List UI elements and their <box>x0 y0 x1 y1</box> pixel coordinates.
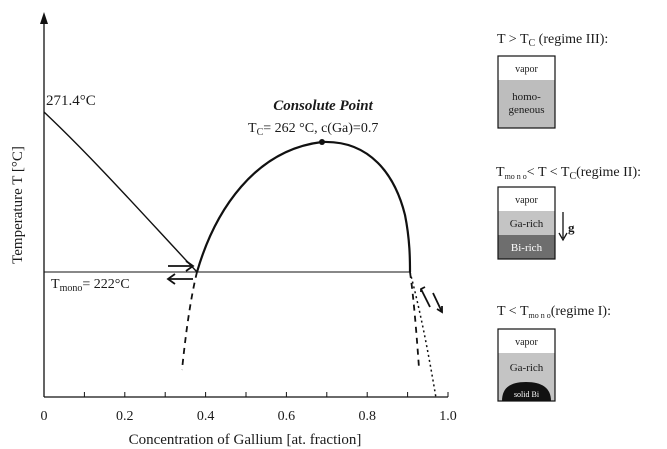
x-tick-label: 0.4 <box>197 409 215 424</box>
regime-ii-bi-rich: Bi-rich <box>511 242 543 254</box>
gravity-label: g <box>568 220 575 235</box>
regime-ii-vapor: vapor <box>515 195 538 206</box>
double-arrow-left-icon <box>166 260 195 285</box>
regime-i-vapor: vapor <box>515 337 538 348</box>
x-tick-label: 0.2 <box>116 409 134 424</box>
regime-iii-title: T > TC (regime III): <box>497 32 608 49</box>
regime-ii-container: vapor Ga-rich Bi-rich <box>497 186 556 260</box>
y-axis <box>40 12 48 397</box>
metastable-right-dashed <box>409 271 420 369</box>
metastable-left-dashed <box>181 271 198 371</box>
x-tick-label: 0.6 <box>278 409 296 424</box>
regime-iii-homo: homo- <box>512 91 541 103</box>
regime-i-title: T < Tmo n o(regime I): <box>497 304 611 320</box>
gravity-arrow-icon <box>558 212 568 242</box>
miscibility-gap-curve <box>195 140 412 273</box>
x-tick-label: 0 <box>41 409 48 424</box>
regime-ii-title: Tmo n o< T < TC(regime II): <box>496 165 641 182</box>
regime-iii-vapor: vapor <box>515 64 538 75</box>
regime-i-container: vapor Ga-rich solid Bi <box>497 328 556 402</box>
double-arrow-right-icon <box>420 286 443 314</box>
bi-melting-label: 271.4°C <box>46 93 96 109</box>
x-tick-label: 0.8 <box>358 409 376 424</box>
regime-ii-ga-rich: Ga-rich <box>510 218 544 230</box>
solid-bi-blob <box>502 382 551 401</box>
solubility-dotted <box>409 271 437 399</box>
consolute-point-title: Consolute Point <box>273 98 373 114</box>
x-ticks: 0 0.2 0.4 0.6 0.8 1.0 <box>41 392 457 424</box>
consolute-values: TC= 262 °C, c(Ga)=0.7 <box>248 121 378 138</box>
y-axis-label: Temperature T [°C] <box>10 146 26 264</box>
x-tick-label: 1.0 <box>439 409 457 424</box>
liquidus-curve <box>43 111 198 273</box>
regime-iii-geneous: geneous <box>508 104 544 116</box>
x-axis-label: Concentration of Gallium [at. fraction] <box>129 432 362 448</box>
regime-i-ga-rich: Ga-rich <box>510 362 544 374</box>
regime-iii-container: vapor homo- geneous <box>497 55 556 129</box>
monotectic-label: Tmono= 222°C <box>51 277 130 294</box>
consolute-point-marker <box>319 139 325 145</box>
regime-i-solid-bi: solid Bi <box>514 390 540 399</box>
